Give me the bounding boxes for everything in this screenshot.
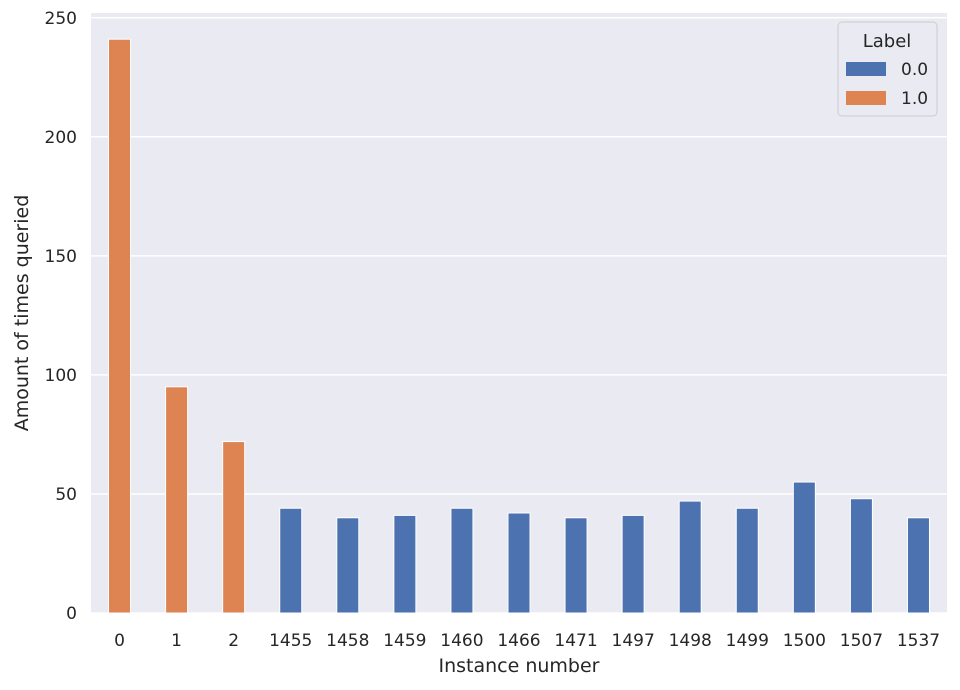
x-tick-label-1499: 1499	[726, 631, 769, 651]
x-axis-title: Instance number	[438, 655, 599, 677]
x-tick-label-2: 2	[228, 631, 239, 651]
legend-swatch-1	[846, 91, 886, 105]
legend-label-1: 1.0	[901, 89, 928, 109]
y-axis-title: Amount of times queried	[11, 195, 33, 432]
x-tick-label-1497: 1497	[612, 631, 655, 651]
x-tick-label-1498: 1498	[669, 631, 712, 651]
bar-1466-series-0.0	[507, 512, 531, 614]
y-tick-label-100: 100	[45, 366, 77, 386]
x-tick-label-1460: 1460	[440, 631, 483, 651]
bar-1537-series-0.0	[906, 517, 930, 614]
x-tick-label-1455: 1455	[269, 631, 312, 651]
y-tick-labels: 0 50 100 150 200 250	[45, 9, 77, 624]
bar-1499-series-0.0	[735, 507, 759, 614]
legend: Label 0.0 1.0	[837, 21, 938, 117]
x-tick-label-1466: 1466	[497, 631, 540, 651]
x-tick-label-1500: 1500	[783, 631, 826, 651]
bar-1498-series-0.0	[678, 500, 702, 614]
legend-label-0: 0.0	[901, 60, 928, 80]
x-tick-label-1507: 1507	[840, 631, 883, 651]
bars	[108, 38, 930, 614]
x-tick-labels: 0 1 2 1455 1458 1459 1460 1466 1471 1497 1498 1499 1…	[114, 631, 940, 651]
y-tick-label-50: 50	[55, 485, 77, 505]
bar-0-series-1.0	[108, 38, 132, 614]
bar-2-series-1.0	[222, 441, 246, 614]
bar-1459-series-0.0	[393, 514, 417, 614]
x-tick-label-1458: 1458	[326, 631, 369, 651]
bar-1500-series-0.0	[792, 481, 816, 614]
bar-1507-series-0.0	[849, 498, 873, 614]
bar-1471-series-0.0	[564, 517, 588, 614]
x-tick-label-0: 0	[114, 631, 125, 651]
bar-1458-series-0.0	[336, 517, 360, 614]
x-tick-label-1459: 1459	[383, 631, 426, 651]
x-tick-label-1: 1	[171, 631, 182, 651]
y-tick-label-200: 200	[45, 128, 77, 148]
bar-1455-series-0.0	[279, 507, 303, 614]
y-tick-label-150: 150	[45, 247, 77, 267]
y-tick-label-0: 0	[66, 604, 77, 624]
bar-1460-series-0.0	[450, 507, 474, 614]
bar-1-series-1.0	[165, 386, 189, 614]
legend-title: Label	[863, 31, 912, 52]
bar-1497-series-0.0	[621, 514, 645, 614]
y-tick-label-250: 250	[45, 9, 77, 29]
x-tick-label-1537: 1537	[897, 631, 940, 651]
x-tick-label-1471: 1471	[554, 631, 597, 651]
legend-swatch-0	[846, 62, 886, 76]
